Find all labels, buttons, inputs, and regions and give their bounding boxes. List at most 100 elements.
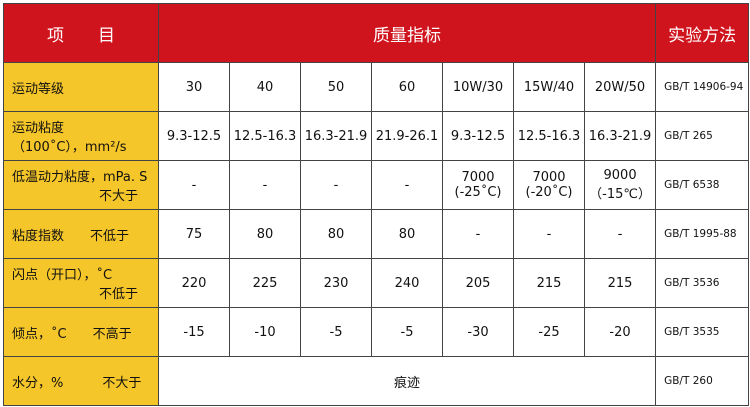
value-cell: 80 bbox=[229, 209, 301, 259]
value: 215 bbox=[607, 275, 633, 291]
value: 12.5-16.3 bbox=[517, 128, 581, 144]
label-sub: 不低于 bbox=[98, 287, 138, 302]
value: 60 bbox=[398, 79, 416, 95]
value: 10W/30 bbox=[452, 79, 504, 95]
value: - bbox=[404, 177, 410, 193]
value-cell: 10W/30 bbox=[442, 62, 514, 112]
value-cell: -10 bbox=[229, 307, 301, 357]
table-row: 粘度指数 不低于 75 80 80 80 - - - GB/T 1995-88 bbox=[3, 209, 750, 259]
value: 80 bbox=[256, 226, 274, 242]
value: 9.3-12.5 bbox=[166, 128, 222, 144]
header-item: 项 目 bbox=[3, 3, 159, 63]
value-cell: 220 bbox=[158, 258, 230, 308]
table-row: 运动等级 30 40 50 60 10W/30 15W/40 20W/50 GB/T 14906… bbox=[3, 62, 750, 112]
value-cell: - bbox=[158, 160, 230, 210]
value-cell: 20W/50 bbox=[583, 62, 657, 112]
value: - bbox=[262, 177, 268, 193]
value: - bbox=[191, 177, 197, 193]
value: - bbox=[475, 226, 481, 242]
value-cell: 215 bbox=[583, 258, 657, 308]
value: -25 bbox=[538, 324, 560, 340]
value-cell: 12.5-16.3 bbox=[513, 111, 585, 161]
value: - bbox=[333, 177, 339, 193]
value-cell: - bbox=[229, 160, 301, 210]
label-text: 运动粘度 bbox=[12, 121, 65, 136]
value-cell: 痕迹 bbox=[157, 356, 657, 406]
value-cell: 12.5-16.3 bbox=[229, 111, 301, 161]
value-cell: - bbox=[513, 209, 585, 259]
value: 240 bbox=[394, 275, 420, 291]
value: 16.3-21.9 bbox=[304, 128, 368, 144]
method-cell: GB/T 14906-94 bbox=[655, 62, 750, 112]
table-row: 运动粘度 （100˚C），mm²/s 9.3-12.5 12.5-16.3 16.3-2… bbox=[3, 111, 750, 161]
value-cell: 21.9-26.1 bbox=[371, 111, 443, 161]
value-cell: -20 bbox=[583, 307, 657, 357]
value-cell: - bbox=[583, 209, 657, 259]
value: 30 bbox=[185, 79, 203, 95]
value-cell: 205 bbox=[442, 258, 514, 308]
header-row: 项 目 质量指标 实验方法 bbox=[3, 3, 750, 63]
value-cell: 240 bbox=[371, 258, 443, 308]
header-quality: 质量指标 bbox=[157, 3, 657, 63]
value: -5 bbox=[400, 324, 414, 340]
value: 220 bbox=[181, 275, 207, 291]
value-cell: 15W/40 bbox=[513, 62, 585, 112]
method-cell: GB/T 6538 bbox=[655, 160, 750, 210]
value-temp: (-25˚C) bbox=[454, 185, 502, 200]
value: 7000 bbox=[461, 170, 495, 185]
value-cell: 225 bbox=[229, 258, 301, 308]
value-cell: 75 bbox=[158, 209, 230, 259]
method-cell: GB/T 3535 bbox=[655, 307, 750, 357]
value-cell: 60 bbox=[371, 62, 443, 112]
value: 12.5-16.3 bbox=[233, 128, 297, 144]
label-sub: 不大于 bbox=[98, 189, 138, 204]
value-cell: 16.3-21.9 bbox=[583, 111, 657, 161]
value: -10 bbox=[254, 324, 276, 340]
value: 15W/40 bbox=[523, 79, 575, 95]
value-temp: （-15℃） bbox=[589, 187, 651, 202]
value-cell: 230 bbox=[300, 258, 372, 308]
value: -15 bbox=[183, 324, 205, 340]
value: - bbox=[617, 226, 623, 242]
value: 205 bbox=[465, 275, 491, 291]
value: 80 bbox=[398, 226, 416, 242]
value: 40 bbox=[256, 79, 274, 95]
value-cell: 7000 (-20˚C) bbox=[513, 160, 585, 210]
row-label: 闪点（开口），˚C 不低于 bbox=[3, 258, 159, 308]
value: 9000 bbox=[603, 168, 637, 183]
table-row: 低温动力粘度，mPa. S 不大于 - - - -7000 (-25˚C) 7000 (-20˚… bbox=[3, 160, 750, 210]
value-cell: 9.3-12.5 bbox=[158, 111, 230, 161]
value-cell: 16.3-21.9 bbox=[300, 111, 372, 161]
label-text: 倾点，˚C 不高于 bbox=[12, 326, 132, 342]
value: 215 bbox=[536, 275, 562, 291]
value-cell: 7000 (-25˚C) bbox=[442, 160, 514, 210]
value-cell: 50 bbox=[300, 62, 372, 112]
value: 21.9-26.1 bbox=[375, 128, 439, 144]
label-text: 闪点（开口），˚C bbox=[12, 268, 113, 283]
value: -20 bbox=[609, 324, 631, 340]
value-cell: -5 bbox=[371, 307, 443, 357]
row-label: 低温动力粘度，mPa. S 不大于 bbox=[3, 160, 159, 210]
method-cell: GB/T 260 bbox=[655, 356, 750, 406]
value: 7000 bbox=[532, 170, 566, 185]
label-text: 水分，% 不大于 bbox=[12, 375, 142, 391]
value-cell: 30 bbox=[158, 62, 230, 112]
value: 80 bbox=[327, 226, 345, 242]
value: 16.3-21.9 bbox=[588, 128, 652, 144]
row-label: 运动粘度 （100˚C），mm²/s bbox=[3, 111, 159, 161]
value-cell: - bbox=[300, 160, 372, 210]
value: 50 bbox=[327, 79, 345, 95]
value: -5 bbox=[329, 324, 343, 340]
value: 225 bbox=[252, 275, 278, 291]
value: 9.3-12.5 bbox=[450, 128, 506, 144]
method-cell: GB/T 3536 bbox=[655, 258, 750, 308]
label-text: 粘度指数 不低于 bbox=[12, 228, 130, 244]
spec-table: 项 目 质量指标 实验方法 运动等级 30 40 50 60 10W/30 15W/40 20… bbox=[3, 3, 750, 406]
value-cell: 9.3-12.5 bbox=[442, 111, 514, 161]
method-cell: GB/T 265 bbox=[655, 111, 750, 161]
value: 230 bbox=[323, 275, 349, 291]
row-label: 倾点，˚C 不高于 bbox=[3, 307, 159, 357]
table-row: 闪点（开口），˚C 不低于 220 225 230 240 205 215 215 GB/T 35… bbox=[3, 258, 750, 308]
row-label: 粘度指数 不低于 bbox=[3, 209, 159, 259]
method-cell: GB/T 1995-88 bbox=[655, 209, 750, 259]
